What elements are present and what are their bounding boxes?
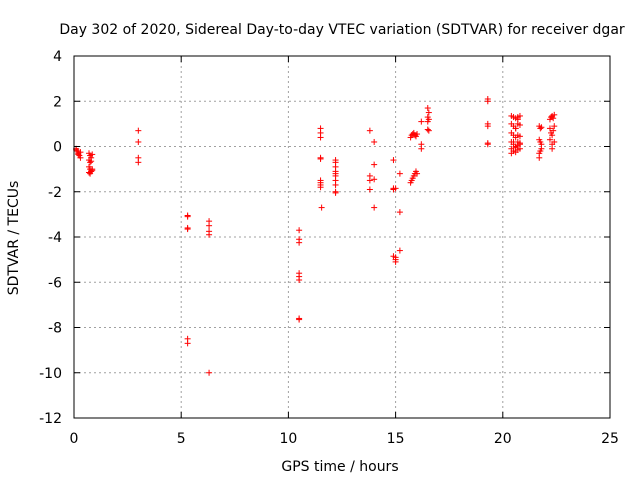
y-tick-labels: -12 -10 -8 -6 -4 -2 0 2 4 bbox=[39, 49, 62, 427]
data-point bbox=[88, 158, 95, 165]
data-point bbox=[184, 340, 191, 347]
data-point bbox=[371, 161, 378, 168]
data-point bbox=[424, 105, 431, 112]
data-point bbox=[184, 213, 191, 220]
data-point bbox=[537, 125, 544, 132]
data-point bbox=[206, 369, 213, 376]
x-tick-label: 25 bbox=[601, 431, 619, 447]
data-point bbox=[549, 145, 556, 152]
data-point bbox=[184, 226, 191, 233]
axis-ticks bbox=[73, 55, 611, 419]
y-tick-label: 0 bbox=[53, 140, 62, 156]
data-point bbox=[484, 123, 491, 130]
data-point bbox=[549, 132, 556, 139]
data-point bbox=[414, 170, 421, 177]
data-point bbox=[206, 222, 213, 229]
data-point bbox=[206, 231, 213, 238]
y-tick-label: -6 bbox=[48, 275, 62, 291]
data-point bbox=[317, 184, 324, 191]
data-point bbox=[332, 189, 339, 196]
data-point bbox=[87, 159, 94, 166]
x-tick-label: 10 bbox=[279, 431, 297, 447]
data-point bbox=[371, 204, 378, 211]
data-point bbox=[418, 118, 425, 125]
data-point bbox=[332, 170, 339, 177]
data-point bbox=[317, 134, 324, 141]
data-point bbox=[551, 111, 558, 118]
data-point bbox=[418, 145, 425, 152]
data-point bbox=[392, 258, 399, 265]
data-point bbox=[510, 138, 517, 145]
data-point bbox=[551, 138, 558, 145]
data-point bbox=[512, 125, 519, 132]
data-point bbox=[484, 141, 491, 148]
y-axis-label: SDTVAR / TECUs bbox=[6, 181, 22, 296]
y-tick-label: -12 bbox=[39, 411, 62, 427]
data-point bbox=[89, 151, 96, 158]
x-tick-label: 5 bbox=[177, 431, 186, 447]
data-point bbox=[77, 154, 84, 161]
data-point bbox=[546, 136, 553, 143]
data-point bbox=[550, 115, 557, 122]
x-tick-label: 15 bbox=[387, 431, 405, 447]
data-point bbox=[538, 145, 545, 152]
y-tick-label: -8 bbox=[48, 321, 62, 337]
y-tick-label: 4 bbox=[53, 49, 62, 65]
data-point bbox=[516, 122, 523, 129]
data-point bbox=[510, 148, 517, 155]
data-point bbox=[332, 181, 339, 188]
data-point bbox=[318, 204, 325, 211]
data-point bbox=[296, 276, 303, 283]
data-point bbox=[516, 141, 523, 148]
data-point bbox=[396, 209, 403, 216]
data-point bbox=[424, 126, 431, 133]
data-point bbox=[135, 159, 142, 166]
data-point bbox=[396, 170, 403, 177]
data-point bbox=[77, 149, 84, 156]
data-point bbox=[546, 125, 553, 132]
data-point bbox=[550, 127, 557, 134]
y-tick-label: -4 bbox=[48, 230, 62, 246]
y-tick-label: -10 bbox=[39, 366, 62, 382]
data-point bbox=[296, 227, 303, 234]
data-points bbox=[73, 95, 558, 376]
data-point bbox=[89, 166, 96, 173]
data-point bbox=[514, 114, 521, 121]
data-point bbox=[538, 124, 545, 131]
x-axis-label: GPS time / hours bbox=[281, 459, 398, 475]
data-point bbox=[371, 176, 378, 183]
data-point bbox=[371, 138, 378, 145]
data-point bbox=[366, 186, 373, 193]
data-point bbox=[135, 138, 142, 145]
data-point bbox=[551, 123, 558, 130]
y-tick-label: -2 bbox=[48, 185, 62, 201]
data-point bbox=[424, 118, 431, 125]
data-point bbox=[366, 177, 373, 184]
chart-title: Day 302 of 2020, Sidereal Day-to-day VTE… bbox=[59, 22, 625, 38]
data-point bbox=[366, 127, 373, 134]
data-point bbox=[484, 98, 491, 105]
data-point bbox=[396, 247, 403, 254]
data-point bbox=[425, 109, 432, 116]
data-point bbox=[135, 127, 142, 134]
x-tick-label: 0 bbox=[70, 431, 79, 447]
x-tick-label: 20 bbox=[494, 431, 512, 447]
data-point bbox=[296, 316, 303, 323]
data-point bbox=[392, 185, 399, 192]
data-point bbox=[390, 157, 397, 164]
data-point bbox=[317, 155, 324, 162]
data-point bbox=[425, 127, 432, 134]
data-point bbox=[536, 154, 543, 161]
x-tick-labels: 0 5 10 15 20 25 bbox=[70, 431, 619, 447]
data-point bbox=[516, 133, 523, 140]
y-tick-label: 2 bbox=[53, 94, 62, 110]
data-point bbox=[414, 131, 421, 138]
grid bbox=[74, 56, 610, 418]
data-point bbox=[296, 239, 303, 246]
